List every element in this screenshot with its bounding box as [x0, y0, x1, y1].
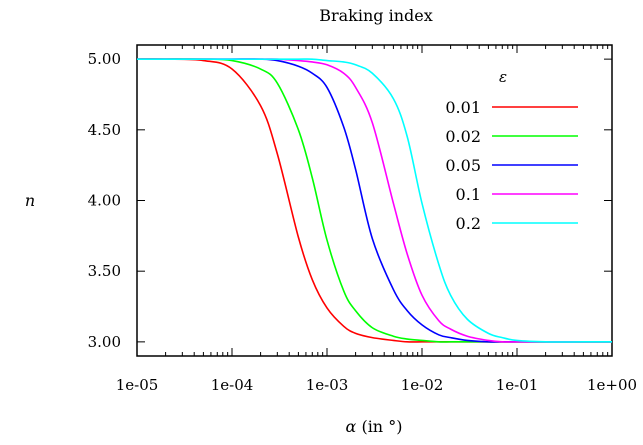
legend-label: 0.01 — [445, 98, 481, 117]
x-tick-label: 1e-02 — [401, 376, 444, 394]
plot-border — [136, 44, 613, 357]
x-axis-label-symbol: α — [346, 417, 357, 436]
y-tick-label: 5.00 — [88, 50, 121, 68]
x-tick-label: 1e+00 — [587, 376, 637, 394]
legend: ε 0.01 0.02 0.05 0.1 0.2 — [445, 68, 578, 233]
series-line-eps-0.1 — [137, 58, 612, 343]
series-line-eps-0.2 — [137, 58, 612, 343]
plot-frame — [136, 44, 613, 357]
x-tick-label: 1e-04 — [211, 376, 254, 394]
legend-label: 0.2 — [456, 214, 481, 233]
series-line-eps-0.01 — [137, 58, 612, 343]
x-axis: 1e-05 1e-04 1e-03 1e-02 1e-01 1e+00 — [116, 45, 637, 394]
x-tick-label: 1e-03 — [306, 376, 349, 394]
x-axis-label-unit: (in °) — [356, 417, 402, 436]
y-axis-label: n — [25, 191, 35, 210]
y-tick-label: 3.50 — [88, 262, 121, 280]
series-line-eps-0.05 — [137, 58, 612, 343]
y-tick-label: 4.00 — [88, 192, 121, 210]
y-tick-label: 4.50 — [88, 121, 121, 139]
x-axis-label: α (in °) — [346, 417, 403, 436]
legend-label: 0.05 — [445, 156, 481, 175]
series-line-eps-0.02 — [137, 58, 612, 343]
series-lines — [137, 58, 612, 343]
legend-label: 0.02 — [445, 127, 481, 146]
chart-title: Braking index — [319, 6, 433, 25]
x-tick-label: 1e-05 — [116, 376, 159, 394]
legend-label: 0.1 — [456, 185, 481, 204]
y-tick-label: 3.00 — [88, 333, 121, 351]
x-tick-label: 1e-01 — [496, 376, 539, 394]
y-axis: 3.00 3.50 4.00 4.50 5.00 — [88, 50, 612, 351]
legend-title: ε — [499, 68, 507, 86]
